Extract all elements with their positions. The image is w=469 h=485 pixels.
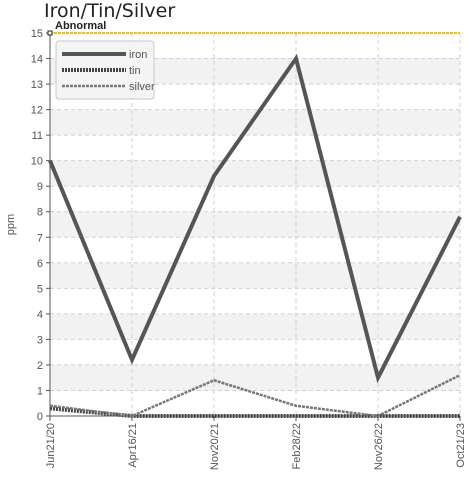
y-tick-label: 15 [31,28,43,40]
y-tick-label: 5 [37,283,43,295]
y-tick-label: 3 [37,334,43,346]
legend-label-iron: iron [129,49,147,61]
threshold-label: Abnormal [55,20,106,32]
chart-title: Iron/Tin/Silver [44,0,176,22]
y-tick-label: 7 [37,232,43,244]
series-line-silver [49,374,461,418]
y-tick-label: 1 [37,385,43,397]
y-tick-label: 9 [37,181,43,193]
y-tick-label: 6 [37,258,43,270]
y-tick-label: 11 [32,130,43,142]
x-tick-label: Oct21/23 [455,423,467,468]
x-tick-label: Jun21/20 [45,423,57,468]
series-line-iron [48,53,462,384]
x-tick-label: Apr16/21 [127,423,139,468]
grid-band [50,109,460,136]
grid-band [50,364,460,391]
y-tick-label: 4 [37,309,43,321]
legend-label-tin: tin [129,65,141,77]
y-tick-label: 10 [31,156,43,168]
x-tick-label: Nov26/22 [373,423,385,470]
y-tick-label: 13 [31,79,43,91]
y-axis-label: ppm [5,214,17,235]
grid-band [50,160,460,187]
grid-band [50,262,460,289]
y-tick-label: 2 [37,360,43,372]
threshold-marker [47,30,53,36]
series-line-tin [49,406,460,418]
y-tick-label: 0 [37,411,43,423]
y-tick-label: 14 [31,54,43,66]
y-tick-label: 8 [37,207,43,219]
x-tick-label: Feb28/22 [291,423,303,469]
x-tick-label: Nov20/21 [209,423,221,470]
y-tick-label: 12 [31,105,43,117]
grid-band [50,211,460,238]
legend-label-silver: silver [129,81,155,93]
